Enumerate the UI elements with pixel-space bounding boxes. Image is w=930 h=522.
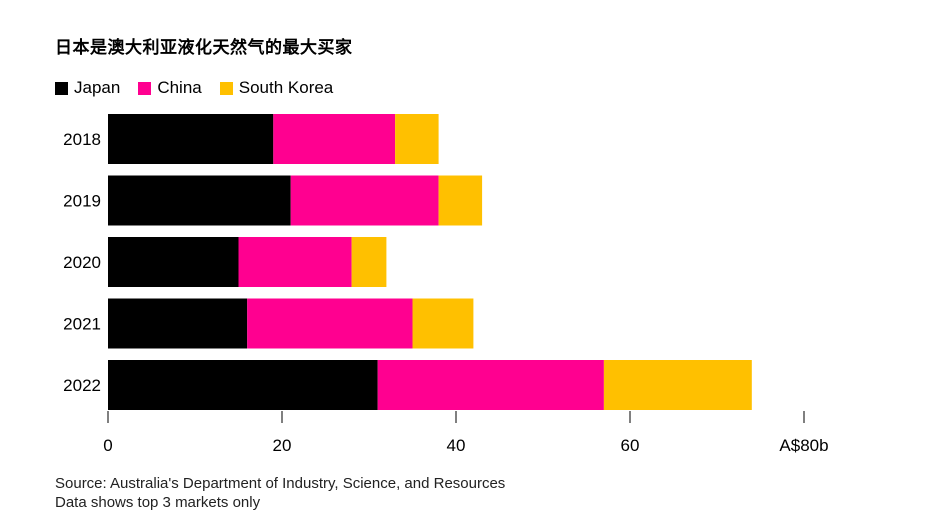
bar-south-korea-2020 <box>351 237 387 287</box>
chart-title: 日本是澳大利亚液化天然气的最大买家 <box>55 38 353 58</box>
bar-china-2022 <box>377 360 604 410</box>
legend-item-japan: Japan <box>55 78 120 98</box>
y-tick-label-2019: 2019 <box>63 192 101 211</box>
x-tick-label: 40 <box>447 436 466 455</box>
bar-china-2018 <box>273 114 396 164</box>
x-tick-label: 60 <box>621 436 640 455</box>
bar-japan-2022 <box>108 360 378 410</box>
bar-japan-2019 <box>108 175 291 226</box>
legend-label-china: China <box>157 78 202 97</box>
bar-china-2020 <box>238 237 352 287</box>
legend-swatch-china <box>138 81 152 95</box>
legend-label-japan: Japan <box>74 78 121 97</box>
x-tick-label: A$80b <box>779 436 828 455</box>
data-note-line: Data shows top 3 markets only <box>55 494 261 511</box>
y-tick-label-2020: 2020 <box>63 253 101 272</box>
bar-south-korea-2019 <box>438 175 483 226</box>
y-tick-label-2018: 2018 <box>63 130 101 149</box>
source-note: Source: Australia's Department of Indust… <box>55 474 505 512</box>
bar-japan-2018 <box>108 114 274 164</box>
legend-item-south-korea: South Korea <box>219 78 334 98</box>
bar-south-korea-2022 <box>603 360 752 410</box>
bar-south-korea-2021 <box>412 298 474 349</box>
legend-swatch-south-korea <box>219 81 233 95</box>
bar-china-2021 <box>247 298 413 349</box>
y-tick-label-2022: 2022 <box>63 376 101 395</box>
legend-label-south-korea: South Korea <box>238 78 334 97</box>
legend-item-china: China <box>138 78 202 98</box>
y-tick-label-2021: 2021 <box>63 315 101 334</box>
legend: Japan China South Korea <box>55 78 333 98</box>
bar-japan-2020 <box>108 237 239 287</box>
bar-japan-2021 <box>108 298 248 349</box>
bar-south-korea-2018 <box>395 114 439 164</box>
x-tick-label: 20 <box>273 436 292 455</box>
legend-swatch-japan <box>55 81 68 95</box>
x-tick-label: 0 <box>103 436 112 455</box>
bar-china-2019 <box>290 175 439 226</box>
source-line: Source: Australia's Department of Indust… <box>55 475 506 492</box>
